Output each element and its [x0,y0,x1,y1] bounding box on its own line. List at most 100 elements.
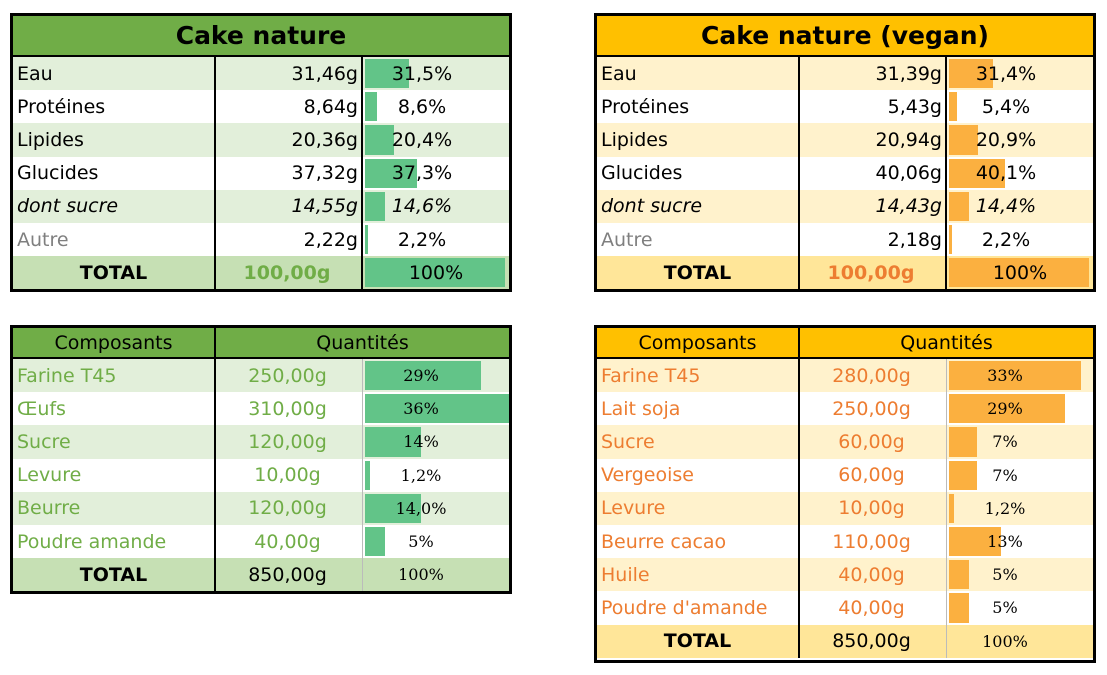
nutrient-percent-cell: 5,4% [947,90,1093,123]
ingredient-quantity: 120,00g [216,425,363,459]
nutrition-table-vegan: Cake nature (vegan) Eau 31,39g 31,4% Protéi… [594,13,1096,292]
nutrient-percent: 40,1% [975,162,1037,185]
composition-table-classic: Composants Quantités Farine T45 250,00g 29% Œ… [10,325,512,594]
composition-header: Composants Quantités [597,328,1093,359]
nutrient-grams: 14,55g [216,189,363,223]
ingredient-name: Vergeoise [597,458,800,492]
ingredient-percent: 36% [403,399,439,419]
header-quantites: Quantités [316,331,409,354]
nutrient-percent-cell: 14,4% [947,190,1093,223]
ingredient-percent: 1,2% [984,498,1026,518]
ingredient-percent-cell: 36% [363,392,509,425]
ingredient-percent: 1,2% [400,465,442,485]
ingredient-quantity: 60,00g [800,458,947,492]
percent-bar [365,427,421,457]
nutrient-percent: 14,4% [975,195,1037,218]
ingredient-row: Poudre amande 40,00g 5% [13,525,509,559]
percent-bar [949,460,977,490]
nutrient-row: Lipides 20,36g 20,4% [13,123,509,157]
percent-bar [949,527,1001,557]
ingredient-percent: 13% [987,532,1023,552]
ingredient-row: Huile 40,00g 5% [597,558,1093,592]
ingredient-name: Huile [597,558,800,592]
nutrient-row: Eau 31,39g 31,4% [597,57,1093,91]
nutrient-percent: 2,2% [397,228,447,251]
nutrient-row: Glucides 40,06g 40,1% [597,156,1093,190]
nutrient-percent-cell: 31,4% [947,57,1093,90]
ingredient-percent-cell: 1,2% [947,492,1093,525]
percent-bar [949,258,1089,288]
header-quantites: Quantités [900,331,993,354]
percent-bar [949,361,1081,391]
percent-bar [365,258,505,288]
ingredient-percent: 29% [403,366,439,386]
ingredient-percent: 7% [992,465,1018,485]
percent-bar [365,394,509,424]
nutrient-label: TOTAL [597,256,800,290]
nutrient-percent-cell: 31,5% [363,57,509,90]
ingredient-percent: 14% [403,432,439,452]
nutrient-row: Autre 2,22g 2,2% [13,223,509,257]
ingredient-quantity: 40,00g [216,525,363,559]
ingredient-percent-cell: 5% [947,558,1093,591]
nutrient-row: Protéines 8,64g 8,6% [13,90,509,124]
nutrient-row: Eau 31,46g 31,5% [13,57,509,91]
percent-bar [949,493,954,523]
nutrient-percent: 31,5% [391,62,453,85]
composition-table-vegan: Composants Quantités Farine T45 280,00g 33% L… [594,325,1096,663]
ingredient-quantity: 310,00g [216,392,363,426]
percent-bar [949,394,1065,424]
ingredient-row: Levure 10,00g 1,2% [597,491,1093,525]
total-row: TOTAL 850,00g 100% [13,558,509,592]
ingredient-percent: 5% [408,532,434,552]
ingredient-quantity: 60,00g [800,425,947,459]
ingredient-percent: 7% [992,432,1018,452]
nutrient-percent-cell: 40,1% [947,157,1093,190]
percent-bar [365,158,417,188]
percent-bar [949,59,993,89]
nutrient-grams: 20,36g [216,123,363,157]
ingredient-quantity: 110,00g [800,525,947,559]
percent-bar [365,125,394,155]
nutrient-percent-cell: 2,2% [947,223,1093,256]
nutrient-row: Glucides 37,32g 37,3% [13,156,509,190]
nutrient-label: dont sucre [597,189,800,223]
percent-bar [949,560,969,590]
nutrient-grams: 5,43g [800,90,947,124]
nutrient-row: Lipides 20,94g 20,9% [597,123,1093,157]
percent-bar [365,92,377,122]
percent-bar [949,158,1005,188]
nutrient-percent-cell: 8,6% [363,90,509,123]
ingredient-name: Poudre amande [13,525,216,559]
nutrient-percent: 2,2% [981,228,1031,251]
percent-bar [949,125,978,155]
nutrient-percent-cell: 14,6% [363,190,509,223]
nutrient-grams: 2,22g [216,223,363,257]
nutrient-grams: 31,39g [800,57,947,91]
nutrient-label: Protéines [13,90,216,124]
ingredient-row: Vergeoise 60,00g 7% [597,458,1093,492]
ingredient-name: Beurre [13,491,216,525]
nutrient-percent-cell: 100% [363,256,509,289]
nutrient-percent: 20,9% [975,128,1037,151]
ingredient-quantity: 120,00g [216,491,363,525]
ingredient-percent-cell: 100% [363,558,509,591]
nutrient-label: Glucides [597,156,800,190]
percent-bar [365,460,370,490]
nutrient-percent: 100% [408,261,464,284]
ingredient-quantity: 250,00g [800,392,947,426]
percent-bar [949,427,977,457]
nutrition-title: Cake nature (vegan) [597,16,1093,57]
ingredient-quantity: 280,00g [800,359,947,393]
header-composants: Composants [13,328,216,357]
nutrient-grams: 100,00g [800,256,947,290]
ingredient-percent-cell: 13% [947,525,1093,558]
ingredient-percent-cell: 7% [947,459,1093,492]
nutrient-grams: 8,64g [216,90,363,124]
ingredient-name: Poudre d'amande [597,591,800,625]
nutrient-row: dont sucre 14,43g 14,4% [597,189,1093,223]
ingredient-percent-cell: 33% [947,359,1093,392]
ingredient-name: Levure [13,458,216,492]
nutrient-row: dont sucre 14,55g 14,6% [13,189,509,223]
ingredient-name: Sucre [13,425,216,459]
